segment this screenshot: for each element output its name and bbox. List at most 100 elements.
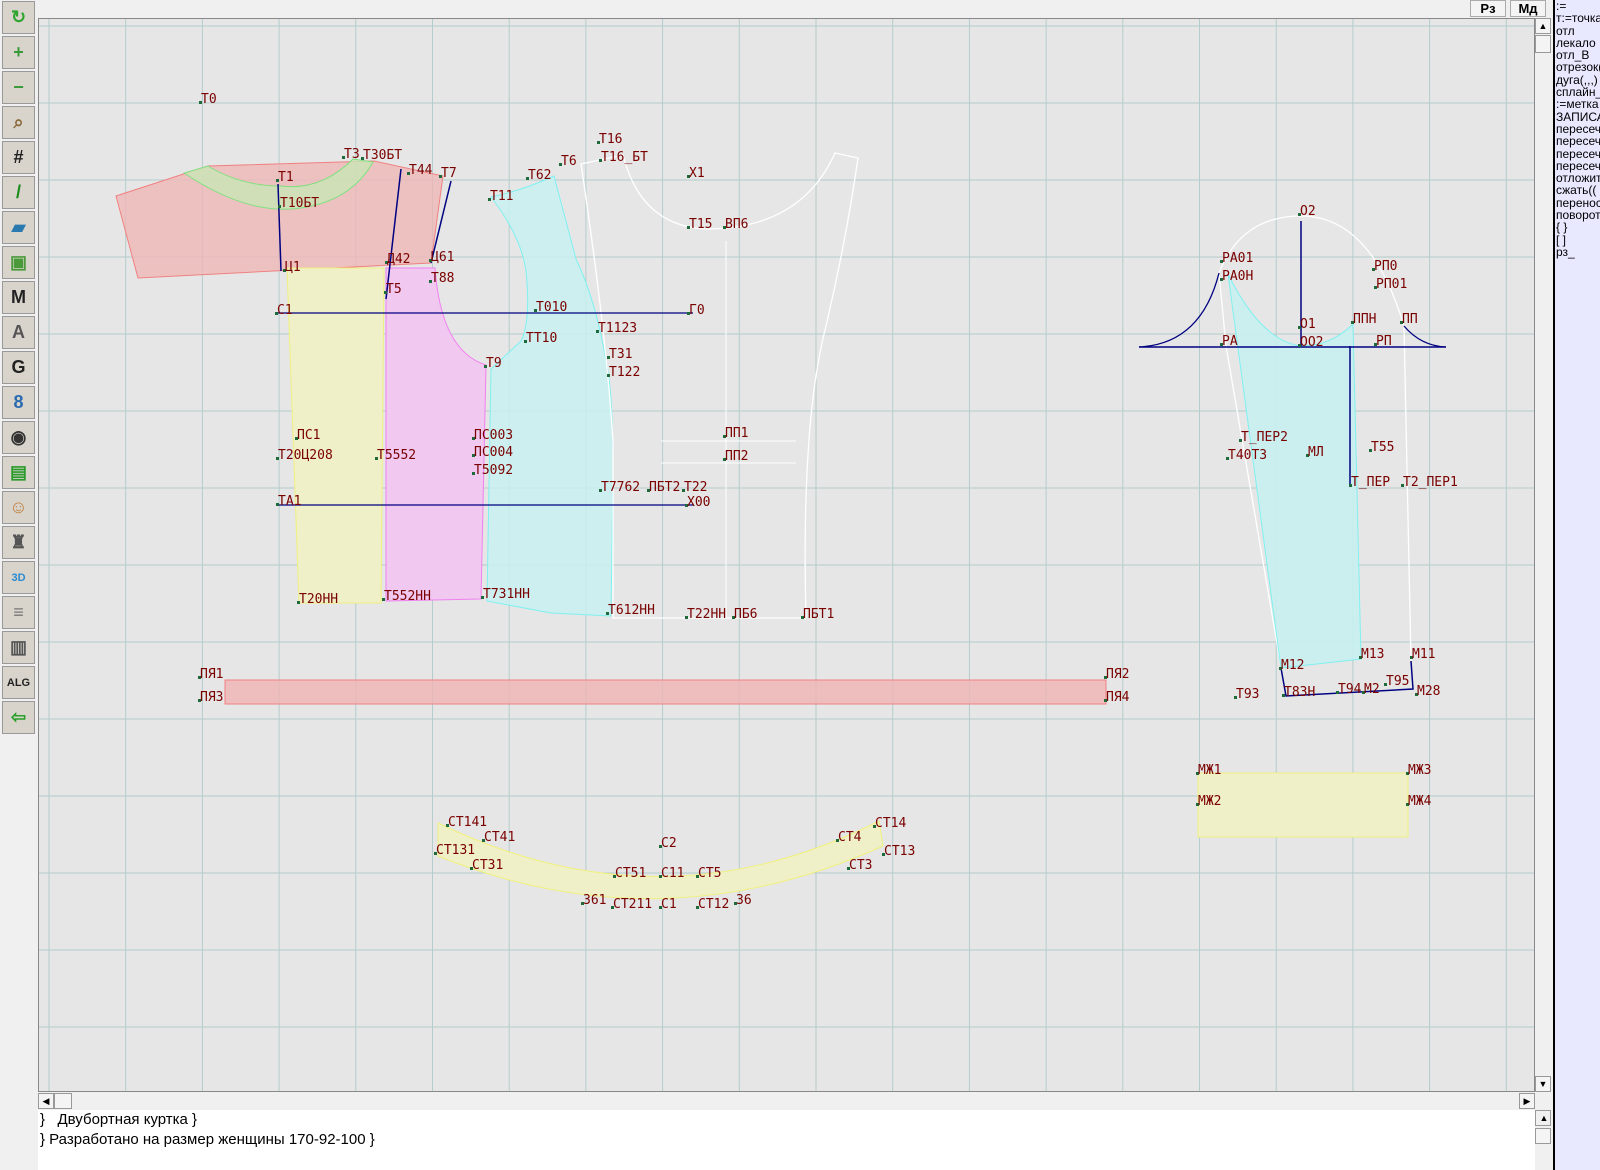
point-marker[interactable] (1401, 484, 1404, 487)
point-marker[interactable] (1196, 772, 1199, 775)
point-marker[interactable] (342, 156, 345, 159)
point-marker[interactable] (659, 875, 662, 878)
point-marker[interactable] (1226, 457, 1229, 460)
point-marker[interactable] (696, 875, 699, 878)
command-item[interactable]: { } (1556, 220, 1568, 235)
point-marker[interactable] (606, 612, 609, 615)
point-marker[interactable] (647, 489, 650, 492)
point-marker[interactable] (275, 312, 278, 315)
back-piece-outline[interactable] (580, 152, 859, 619)
command-item[interactable]: отл_В (1556, 48, 1590, 63)
command-item[interactable]: пересеч (1556, 134, 1600, 149)
command-item[interactable]: рз_ (1556, 244, 1575, 259)
point-marker[interactable] (1400, 321, 1403, 324)
point-marker[interactable] (599, 489, 602, 492)
exit-tool-button[interactable]: ⇦ (2, 701, 35, 734)
point-marker[interactable] (599, 159, 602, 162)
point-marker[interactable] (682, 489, 685, 492)
point-marker[interactable] (1372, 268, 1375, 271)
point-marker[interactable] (882, 853, 885, 856)
point-marker[interactable] (375, 457, 378, 460)
model-photo-tool-button[interactable]: ☺ (2, 491, 35, 524)
point-marker[interactable] (1359, 656, 1362, 659)
text-list-tool-button[interactable]: ≡ (2, 596, 35, 629)
point-marker[interactable] (384, 291, 387, 294)
point-marker[interactable] (472, 454, 475, 457)
point-marker[interactable] (278, 205, 281, 208)
point-marker[interactable] (472, 437, 475, 440)
point-marker[interactable] (1374, 286, 1377, 289)
zoom-out-tool-button[interactable]: − (2, 71, 35, 104)
point-marker[interactable] (1362, 691, 1365, 694)
measurements-tool-button[interactable]: 8 (2, 386, 35, 419)
scroll-thumb-horizontal[interactable] (54, 1093, 72, 1109)
point-marker[interactable] (659, 906, 662, 909)
point-marker[interactable] (1220, 343, 1223, 346)
point-marker[interactable] (696, 906, 699, 909)
point-marker[interactable] (559, 163, 562, 166)
point-marker[interactable] (534, 309, 537, 312)
point-marker[interactable] (276, 503, 279, 506)
3d-tool-button[interactable]: 3D (2, 561, 35, 594)
point-marker[interactable] (484, 365, 487, 368)
point-marker[interactable] (734, 902, 737, 905)
cuff-piece[interactable] (1197, 772, 1409, 838)
point-marker[interactable] (847, 867, 850, 870)
point-marker[interactable] (1104, 699, 1107, 702)
command-item[interactable]: сплайн_ (1556, 85, 1600, 100)
point-marker[interactable] (1336, 691, 1339, 694)
books-tool-button[interactable]: ▥ (2, 631, 35, 664)
point-marker[interactable] (611, 906, 614, 909)
point-marker[interactable] (1351, 321, 1354, 324)
camera-tool-button[interactable]: ◉ (2, 421, 35, 454)
point-marker[interactable] (685, 616, 688, 619)
point-marker[interactable] (1196, 803, 1199, 806)
refresh-tool-button[interactable]: ↻ (2, 1, 35, 34)
point-marker[interactable] (1306, 454, 1309, 457)
point-marker[interactable] (481, 596, 484, 599)
modeling-tool-button[interactable]: M (2, 281, 35, 314)
collar-piece[interactable] (437, 820, 884, 900)
sleeve-outline[interactable] (1218, 215, 1414, 697)
point-marker[interactable] (1415, 693, 1418, 696)
point-marker[interactable] (723, 435, 726, 438)
point-marker[interactable] (1298, 344, 1301, 347)
command-item[interactable]: := (1556, 0, 1567, 13)
drawing-canvas[interactable]: Т0 Т3 Т30БТ Т44 Т7 Т1 Т10БТ Ц1 Д42 Ц61 Т88 Т5 С1 Т010… (38, 18, 1535, 1092)
command-list-panel[interactable]: := т:=точка отл лекало отл_В отрезок(дуга(,,,… (1553, 0, 1600, 1170)
zoom-in-tool-button[interactable]: + (2, 36, 35, 69)
point-marker[interactable] (439, 175, 442, 178)
command-item[interactable]: дуга(,,,) (1556, 72, 1598, 87)
scroll-right-button[interactable]: ▶ (1519, 1093, 1535, 1109)
point-marker[interactable] (385, 261, 388, 264)
pattern-map-tool-button[interactable]: ▰ (2, 211, 35, 244)
scroll-down-button[interactable]: ▼ (1535, 1076, 1551, 1092)
point-marker[interactable] (723, 226, 726, 229)
compass-tool-button[interactable]: A (2, 316, 35, 349)
grid-tool-button[interactable]: # (2, 141, 35, 174)
note-line[interactable]: } Двубортная куртка } (40, 1111, 198, 1128)
point-marker[interactable] (524, 340, 527, 343)
command-item[interactable]: лекало (1556, 35, 1596, 50)
point-marker[interactable] (472, 472, 475, 475)
point-marker[interactable] (597, 141, 600, 144)
point-marker[interactable] (1279, 667, 1282, 670)
notes-scroll-thumb[interactable] (1535, 1128, 1551, 1144)
point-marker[interactable] (199, 101, 202, 104)
point-marker[interactable] (276, 179, 279, 182)
point-marker[interactable] (607, 356, 610, 359)
command-item[interactable]: пересеч (1556, 121, 1600, 136)
point-marker[interactable] (1239, 439, 1242, 442)
point-marker[interactable] (687, 312, 690, 315)
point-marker[interactable] (276, 457, 279, 460)
line-segment-tool-button[interactable]: / (2, 176, 35, 209)
pattern-drawing[interactable]: Т0 Т3 Т30БТ Т44 Т7 Т1 Т10БТ Ц1 Д42 Ц61 Т88 Т5 С1 Т010… (39, 19, 1535, 1092)
point-marker[interactable] (1406, 803, 1409, 806)
algorithm-tool-button[interactable]: ALG (2, 666, 35, 699)
command-item[interactable]: [ ] (1556, 232, 1567, 247)
point-marker[interactable] (1369, 449, 1372, 452)
command-item[interactable]: т:=точка (1556, 11, 1600, 26)
command-item[interactable]: :=метка (1556, 97, 1599, 112)
point-marker[interactable] (1234, 696, 1237, 699)
point-marker[interactable] (1406, 772, 1409, 775)
